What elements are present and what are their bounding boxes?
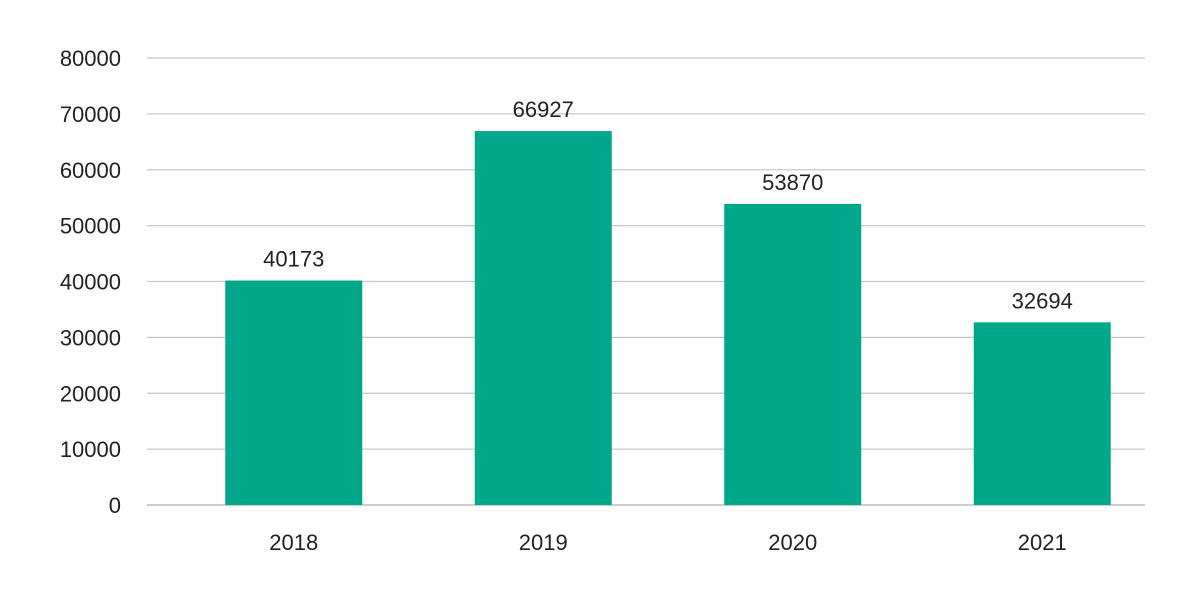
- bar-2021: [973, 322, 1111, 505]
- y-tick-label: 20000: [60, 381, 121, 406]
- y-tick-label: 30000: [60, 325, 121, 350]
- y-tick-label: 80000: [60, 46, 121, 71]
- data-label-2018: 40173: [263, 247, 324, 272]
- y-tick-label: 60000: [60, 158, 121, 183]
- x-tick-label-2021: 2021: [1018, 530, 1067, 555]
- y-tick-label: 10000: [60, 437, 121, 462]
- bar-2019: [474, 131, 612, 505]
- bar-2018: [225, 280, 363, 505]
- y-tick-label: 50000: [60, 214, 121, 239]
- x-tick-label-2019: 2019: [519, 530, 568, 555]
- y-axis-tick-labels: 0 10000 20000 30000 40000 50000 60000 70000 8000…: [60, 46, 121, 518]
- y-tick-label: 0: [109, 493, 121, 518]
- y-tick-label: 70000: [60, 102, 121, 127]
- data-label-2021: 32694: [1012, 288, 1073, 313]
- data-label-2019: 66927: [513, 97, 574, 122]
- bars: [225, 131, 1111, 505]
- x-tick-label-2018: 2018: [269, 530, 318, 555]
- data-labels: 40173 66927 53870 32694: [263, 97, 1073, 313]
- y-tick-label: 40000: [60, 270, 121, 295]
- data-label-2020: 53870: [762, 170, 823, 195]
- bar-2020: [724, 204, 862, 505]
- x-axis-tick-labels: 2018 2019 2020 2021: [269, 530, 1066, 555]
- x-tick-label-2020: 2020: [768, 530, 817, 555]
